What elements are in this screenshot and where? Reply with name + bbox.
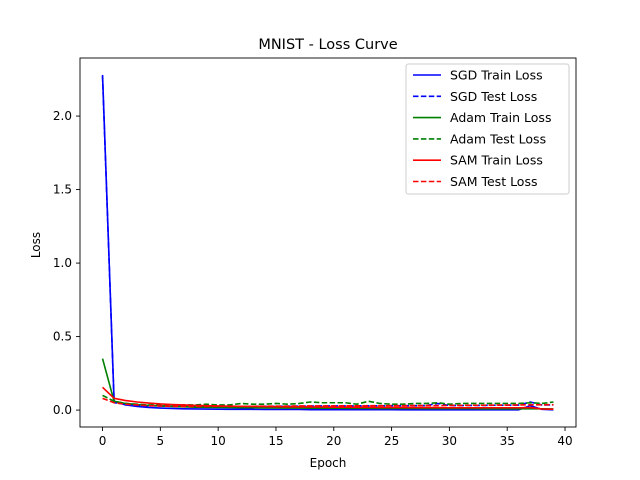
legend-label: SGD Test Loss [450, 89, 537, 104]
series-line-5 [102, 397, 554, 408]
legend-label: Adam Test Loss [450, 131, 546, 146]
series-line-0 [101, 74, 554, 411]
x-tick-label: 10 [211, 434, 226, 448]
axes-frame [79, 57, 577, 428]
y-tick-label: 0.5 [53, 330, 72, 344]
x-tick-label: 40 [557, 434, 572, 448]
plot-area: 0 5 10 15 20 25 30 35 40 0.0 0.5 1.0 1.5 2.0 [53, 57, 577, 448]
legend-label: SAM Train Loss [450, 153, 543, 168]
x-tick-label: 35 [500, 434, 515, 448]
x-tick-label: 15 [268, 434, 283, 448]
legend-label: Adam Train Loss [450, 110, 551, 125]
x-tick-label: 5 [157, 434, 165, 448]
legend-box [405, 63, 570, 195]
y-tick-label: 0.0 [53, 403, 72, 417]
legend-label: SAM Test Loss [450, 174, 537, 189]
y-tick-label: 1.0 [53, 256, 72, 270]
x-tick-label: 25 [384, 434, 399, 448]
x-tick-label: 0 [99, 434, 107, 448]
y-tick-label: 2.0 [53, 109, 72, 123]
y-tick-label: 1.5 [53, 183, 72, 197]
x-axis-title: Epoch [310, 456, 347, 470]
x-tick-label: 30 [442, 434, 457, 448]
x-tick-label: 20 [326, 434, 341, 448]
chart-title: MNIST - Loss Curve [258, 37, 397, 53]
legend: SGD Train Loss SGD Test Loss Adam Train Lo… [405, 63, 570, 195]
y-axis-title: Loss [29, 232, 43, 258]
series-line-4 [101, 386, 554, 411]
legend-label: SGD Train Loss [450, 68, 543, 83]
